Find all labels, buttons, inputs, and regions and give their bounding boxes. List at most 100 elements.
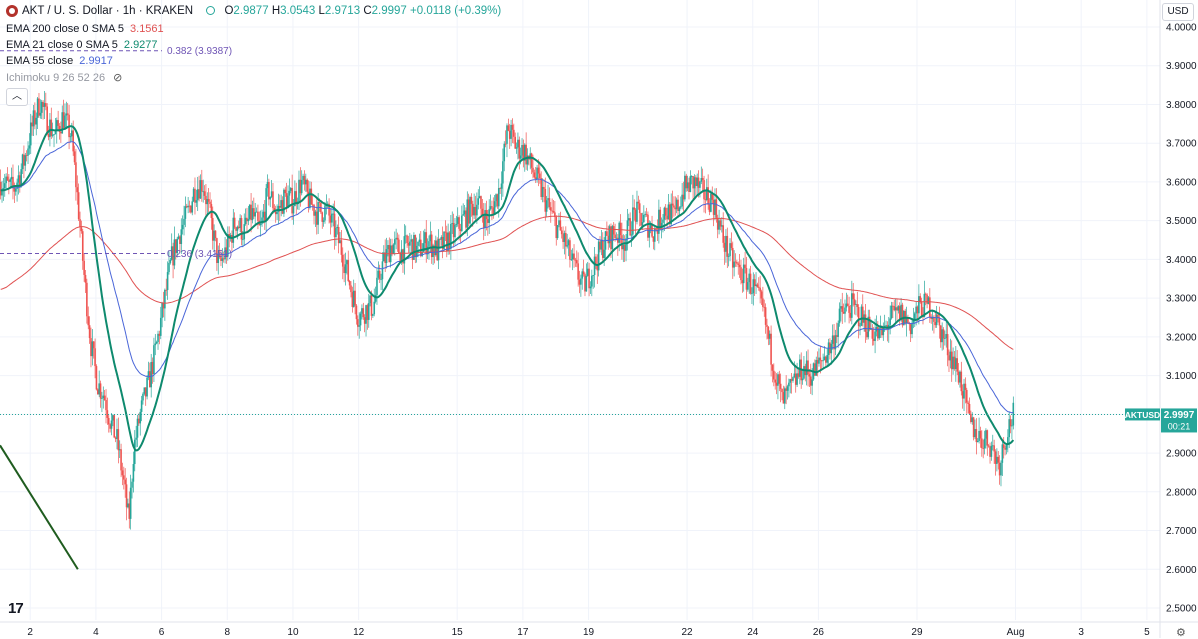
candle-body [856, 304, 859, 308]
candle-body [851, 293, 853, 318]
candle-body [436, 240, 438, 261]
candle-body [409, 241, 411, 246]
candle-body [284, 189, 287, 194]
y-tick-label: 2.5000 [1166, 604, 1197, 615]
candle-body [473, 206, 475, 216]
x-tick-label: 29 [911, 627, 923, 638]
candle-body [107, 417, 110, 425]
candle-body [97, 389, 99, 395]
candle-body [695, 177, 697, 187]
candle-body [547, 198, 549, 201]
candle-body [996, 456, 998, 464]
candle-body [295, 191, 298, 205]
candle-body [87, 316, 90, 326]
candle-body [767, 326, 770, 339]
candle-body [227, 234, 229, 257]
indicator-ema55[interactable]: EMA 55 close 2.9917 [6, 55, 113, 67]
x-tick-label: 15 [452, 627, 464, 638]
currency-selector[interactable]: USD [1162, 3, 1194, 21]
indicator-ichimoku[interactable]: Ichimoku 9 26 52 26 ⊘ [6, 72, 123, 84]
candle-body [404, 235, 407, 237]
candle-body [634, 209, 637, 222]
candle-body [383, 252, 385, 262]
candle-body [121, 470, 124, 476]
candle-body [562, 234, 564, 242]
candle-body [753, 279, 756, 287]
candle-body [354, 290, 356, 306]
candle-body [640, 213, 642, 226]
candle-body [180, 229, 183, 244]
candle-body [280, 200, 282, 208]
candle-body [79, 219, 81, 228]
symbol-row[interactable]: AKT / U. S. Dollar · 1h · KRAKEN O2.9877… [22, 3, 501, 19]
candle-body [222, 258, 225, 260]
candle-body [723, 242, 726, 252]
candle-body [133, 439, 136, 465]
candle-body [162, 302, 165, 309]
candle-body [206, 199, 209, 205]
candle-body [874, 331, 876, 341]
candle-body [209, 201, 211, 205]
candle-body [860, 306, 863, 326]
candle-body [341, 254, 344, 267]
candle-body [129, 487, 132, 519]
candle-body [809, 376, 812, 386]
candle-body [573, 253, 575, 260]
candle-body [69, 136, 72, 138]
candle-body [845, 303, 848, 308]
candle-body [778, 374, 781, 384]
candle-body [575, 260, 578, 264]
candle-body [768, 333, 771, 339]
indicator-ema21[interactable]: EMA 21 close 0 SMA 5 2.9277 [6, 39, 158, 51]
candle-body [523, 144, 526, 161]
candle-body [705, 187, 708, 200]
candle-body [387, 245, 389, 250]
candle-body [779, 383, 782, 389]
candle-body [673, 205, 675, 208]
candle-body [425, 232, 428, 255]
candle-body [589, 286, 592, 289]
indicator-ema200[interactable]: EMA 200 close 0 SMA 5 3.1561 [6, 23, 164, 35]
candle-body [23, 154, 25, 166]
candle-body [65, 113, 68, 116]
candle-body [529, 153, 532, 160]
candle-body [459, 228, 462, 231]
candle-body [983, 438, 986, 449]
candle-body [216, 238, 218, 264]
candle-body [378, 270, 381, 280]
candle-body [452, 223, 455, 238]
candle-body [956, 358, 958, 372]
collapse-legend-button[interactable]: ︿ [6, 88, 28, 106]
candle-body [24, 155, 27, 166]
candle-body [703, 180, 705, 200]
candle-body [556, 225, 559, 239]
candle-body [426, 246, 429, 255]
candle-body [147, 371, 150, 378]
candle-body [1002, 444, 1005, 449]
candle-body [699, 181, 701, 188]
candle-body [721, 225, 723, 227]
y-tick-label: 2.7000 [1166, 526, 1197, 537]
hidden-eye-icon[interactable]: ⊘ [113, 72, 123, 84]
candle-body [424, 232, 426, 244]
candle-body [577, 263, 579, 280]
candle-body [450, 223, 452, 249]
candle-body [317, 202, 319, 225]
candle-body [218, 254, 221, 256]
candle-body [110, 420, 113, 429]
candle-body [747, 282, 749, 290]
candle-body [381, 261, 384, 280]
candle-body [0, 181, 2, 196]
candle-body [261, 217, 263, 224]
candle-body [348, 280, 351, 286]
gear-icon[interactable]: ⚙ [1176, 627, 1186, 639]
candle-body [740, 267, 742, 281]
candle-body [343, 266, 345, 274]
candle-body [503, 143, 506, 162]
candle-body [679, 206, 682, 208]
candle-body [569, 240, 571, 260]
candle-body [565, 233, 567, 247]
candle-body [823, 356, 826, 361]
candle-body [574, 259, 577, 261]
